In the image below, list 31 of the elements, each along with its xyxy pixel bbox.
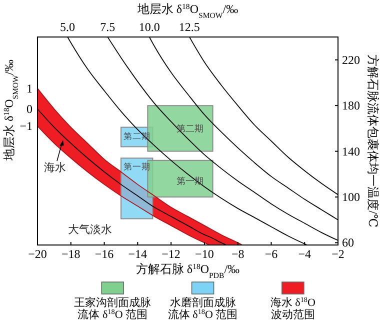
series-label: 5.0 (60, 20, 76, 34)
series-label: 1 (26, 81, 32, 96)
legend-label: 海水 δ$^{18}$O波动范围 (270, 296, 316, 321)
legend-label: 王家沟剖面成脉流体 δ$^{18}$O 范围 (74, 296, 152, 321)
y2-axis-title: 地层水 δ$^{18}$O$_{SMOW}$/‰ (136, 2, 238, 20)
x-tick-label: −6 (264, 247, 278, 261)
x-tick-label: −18 (62, 247, 80, 261)
x-tick-label: −10 (195, 247, 214, 261)
legend-label: 水磨剖面成脉流体 δ$^{18}$O 范围 (168, 296, 238, 321)
annotation: 海水 (44, 160, 66, 174)
x-tick-label: −12 (162, 247, 180, 261)
y-tick-label: 180 (342, 98, 360, 113)
x-tick-label: −2 (332, 247, 344, 261)
y-tick-label: 220 (342, 52, 360, 67)
x-tick-label: −20 (28, 247, 47, 261)
annotation: 大气淡水 (68, 222, 112, 236)
y-tick-label: 140 (342, 144, 360, 158)
y-tick-label: 60 (342, 236, 354, 250)
series-label: 10.0 (138, 20, 160, 34)
series-label: 7.5 (100, 20, 116, 34)
y-tick-label: 100 (342, 190, 360, 204)
series-label: 0 (26, 102, 32, 116)
x-tick-label: −8 (231, 247, 244, 261)
x-axis-title: 方解石脉 δ$^{18}$O$_{PDB}$/‰ (136, 262, 240, 280)
y-axis-title: 方解石脉流体包裹体均一温度/℃ (366, 54, 380, 228)
x-tick-label: −14 (128, 247, 148, 261)
line-series (38, 126, 210, 245)
series-label: 12.5 (178, 20, 200, 34)
x-tick-label: −16 (94, 247, 114, 261)
x-tick-label: −4 (298, 247, 311, 261)
series-label: −1 (20, 119, 32, 134)
